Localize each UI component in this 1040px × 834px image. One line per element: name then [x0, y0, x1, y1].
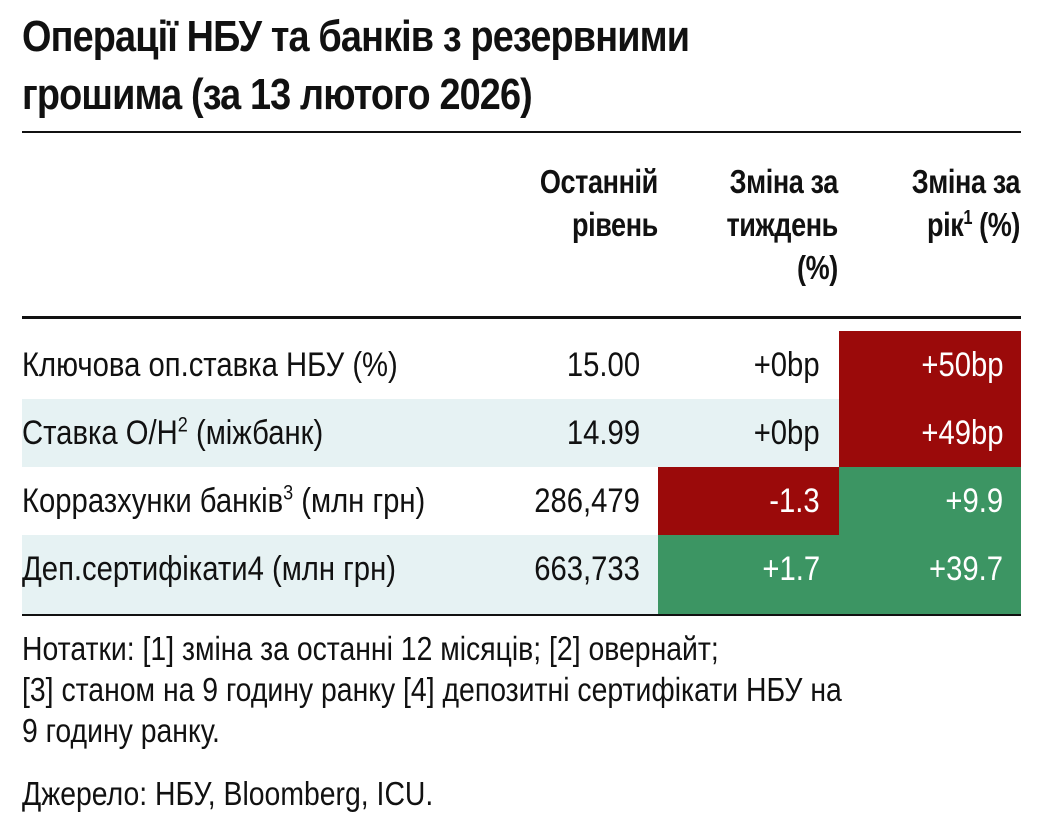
source-text: Джерело: НБУ, Bloomberg, ICU.	[22, 775, 434, 812]
week-change-cell: -1.3	[658, 467, 838, 535]
top-divider	[22, 131, 1021, 133]
table-row: Корразхунки банків3 (млн грн) 286,479 -1…	[22, 467, 1021, 535]
footnote-line-1: Нотатки: [1] зміна за останні 12 місяців…	[22, 630, 719, 667]
row-label-tail: (млн грн)	[293, 482, 426, 520]
column-header-week-line-3: (%)	[797, 249, 838, 286]
column-header-last-line-2: рівень	[572, 206, 658, 243]
year-change-value: +39.7	[929, 550, 1003, 588]
row-label-text: Ставка О/Н	[22, 414, 178, 452]
column-header-year-footnote: 1	[963, 207, 973, 229]
last-level-cell: 286,479	[498, 467, 658, 535]
year-change-cell: +50bp	[838, 331, 1021, 399]
last-level-value: 663,733	[534, 550, 640, 588]
column-header-year-change: Зміна за рік1 (%)	[820, 160, 1021, 246]
row-label-text: Корразхунки банків	[22, 482, 284, 520]
footnote-line-2: [3] станом на 9 годину ранку [4] депозит…	[22, 671, 842, 708]
column-header-week-line-1: Зміна за	[729, 163, 839, 200]
column-header-last-line-1: Останній	[540, 163, 658, 200]
table-row: Деп.сертифікати4 (млн грн) 663,733 +1.7 …	[22, 535, 1021, 614]
last-level-cell: 14.99	[498, 399, 658, 467]
row-label: Ставка О/Н2 (міжбанк)	[22, 399, 372, 467]
year-change-cell: +49bp	[838, 399, 1021, 467]
week-change-value: +0bp	[754, 346, 820, 384]
week-change-value: +0bp	[754, 414, 820, 452]
footnote-line-3: 9 годину ранку.	[22, 712, 220, 749]
bottom-divider	[22, 614, 1021, 616]
last-level-cell: 663,733	[498, 535, 658, 603]
week-change-cell-bg	[658, 467, 839, 535]
week-change-cell-bg	[658, 535, 839, 614]
row-label-footnote: 2	[177, 413, 188, 437]
year-change-cell: +9.9	[838, 467, 1021, 535]
year-change-value: +50bp	[920, 346, 1003, 384]
page-title: Операції НБУ та банків з резервними грош…	[22, 8, 882, 124]
year-change-cell-bg	[839, 331, 1021, 399]
week-change-cell: +1.7	[658, 535, 838, 603]
column-header-year-unit: (%)	[972, 206, 1020, 243]
last-level-value: 286,479	[534, 482, 640, 520]
column-header-year-line-1: Зміна за	[911, 163, 1021, 200]
title-line-2: грошима (за 13 лютого 2026)	[22, 70, 533, 119]
year-change-value: +49bp	[920, 414, 1003, 452]
column-header-year-line-2: рік	[926, 206, 964, 243]
table-row: Ставка О/Н2 (міжбанк) 14.99 +0bp +49bp	[22, 399, 1021, 467]
row-label: Ключова оп.ставка НБУ (%)	[22, 331, 459, 399]
year-change-cell-bg	[839, 535, 1021, 614]
week-change-cell: +0bp	[658, 331, 838, 399]
row-label-footnote: 3	[283, 481, 294, 505]
column-header-week-change: Зміна за тиждень (%)	[638, 160, 839, 289]
header-divider	[22, 316, 1021, 319]
year-change-cell: +39.7	[838, 535, 1021, 603]
source-note: Джерело: НБУ, Bloomberg, ICU.	[22, 770, 500, 818]
year-change-value: +9.9	[945, 482, 1003, 520]
footnotes: Нотатки: [1] зміна за останні 12 місяців…	[22, 628, 1022, 751]
year-change-cell-bg	[839, 399, 1021, 467]
row-label-text: Ключова оп.ставка НБУ (%)	[22, 346, 398, 384]
week-change-cell: +0bp	[658, 399, 838, 467]
week-change-value: +1.7	[762, 550, 820, 588]
column-header-week-line-2: тиждень	[726, 206, 839, 243]
table-row: Ключова оп.ставка НБУ (%) 15.00 +0bp +50…	[22, 331, 1021, 399]
last-level-cell: 15.00	[498, 331, 658, 399]
row-label: Корразхунки банків3 (млн грн)	[22, 467, 491, 535]
column-header-last-level: Останній рівень	[458, 160, 658, 246]
last-level-value: 15.00	[566, 346, 640, 384]
title-line-1: Операції НБУ та банків з резервними	[22, 12, 690, 61]
row-label-text: Деп.сертифікати4 (млн грн)	[22, 550, 396, 588]
row-label: Деп.сертифікати4 (млн грн)	[22, 535, 457, 603]
week-change-value: -1.3	[769, 482, 820, 520]
last-level-value: 14.99	[566, 414, 640, 452]
row-label-tail: (міжбанк)	[187, 414, 324, 452]
year-change-cell-bg	[839, 467, 1021, 535]
